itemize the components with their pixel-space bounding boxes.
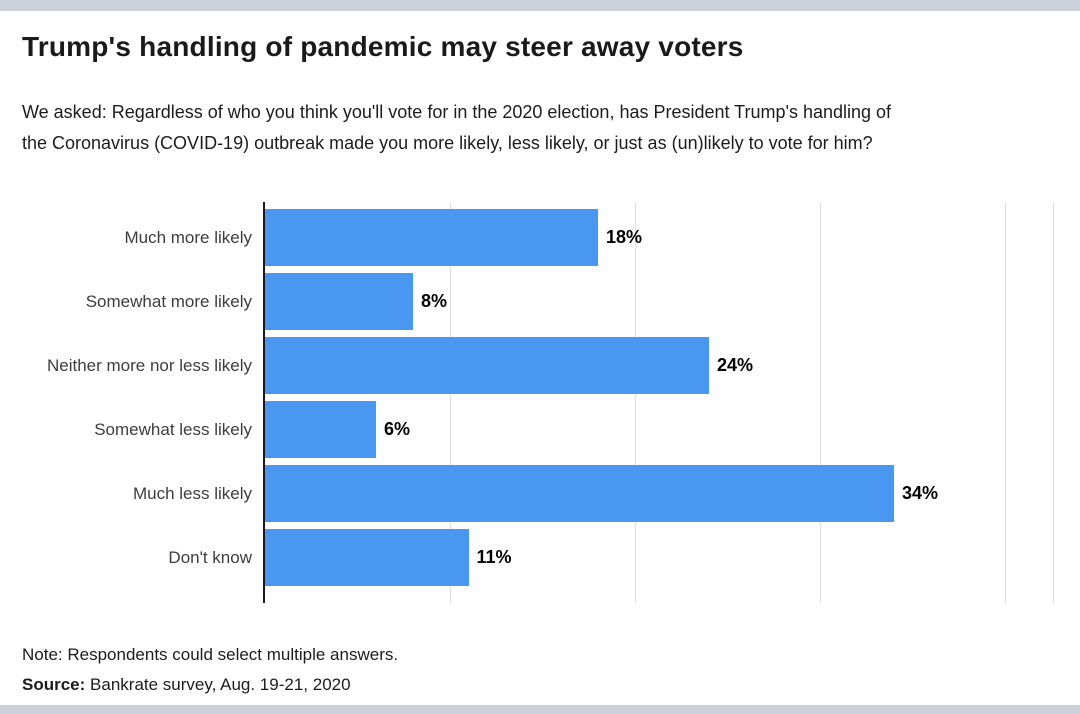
top-divider-bar	[0, 0, 1080, 11]
chart-subtitle-question: We asked: Regardless of who you think yo…	[22, 102, 892, 153]
bar	[265, 273, 413, 330]
bar-row: Somewhat more likely 8%	[0, 273, 1080, 330]
category-label: Don't know	[168, 548, 252, 567]
bar-row: Somewhat less likely 6%	[0, 401, 1080, 458]
category-label: Somewhat less likely	[94, 420, 252, 439]
bar	[265, 337, 709, 394]
value-label: 11%	[476, 547, 512, 567]
bar	[265, 465, 894, 522]
category-label: Somewhat more likely	[85, 292, 252, 311]
source-label: Source:	[22, 675, 86, 694]
chart-title: Trump's handling of pandemic may steer a…	[22, 31, 744, 62]
value-label: 24%	[717, 355, 754, 375]
bar	[265, 401, 376, 458]
category-label: Much more likely	[124, 228, 252, 247]
gridline-40-percent	[1005, 202, 1006, 603]
value-label: 18%	[606, 227, 643, 247]
gridline-30-percent	[820, 202, 821, 603]
bar-row: Neither more nor less likely 24%	[0, 337, 1080, 394]
value-label: 8%	[421, 291, 448, 311]
plot-right-edge-line	[1053, 202, 1055, 603]
bar-row: Much less likely 34%	[0, 465, 1080, 522]
category-label: Much less likely	[132, 484, 252, 503]
bar-row: Don't know 11%	[0, 529, 1080, 586]
source-line: Source: Bankrate survey, Aug. 19-21, 202…	[22, 675, 351, 695]
gridline-10-percent	[450, 202, 451, 603]
category-label: Neither more nor less likely	[46, 356, 252, 375]
y-axis-line	[263, 202, 265, 603]
bar	[265, 529, 469, 586]
value-label: 34%	[902, 483, 939, 503]
bottom-divider-bar	[0, 705, 1080, 714]
gridline-20-percent	[635, 202, 636, 603]
bar-row: Much more likely 18%	[0, 209, 1080, 266]
value-label: 6%	[384, 419, 411, 439]
footnote: Note: Respondents could select multiple …	[22, 645, 399, 664]
bar-chart: Much more likely 18% Somewhat more likely 8…	[0, 202, 1080, 603]
source-text: Bankrate survey, Aug. 19-21, 2020	[90, 675, 351, 694]
bar	[265, 209, 598, 266]
